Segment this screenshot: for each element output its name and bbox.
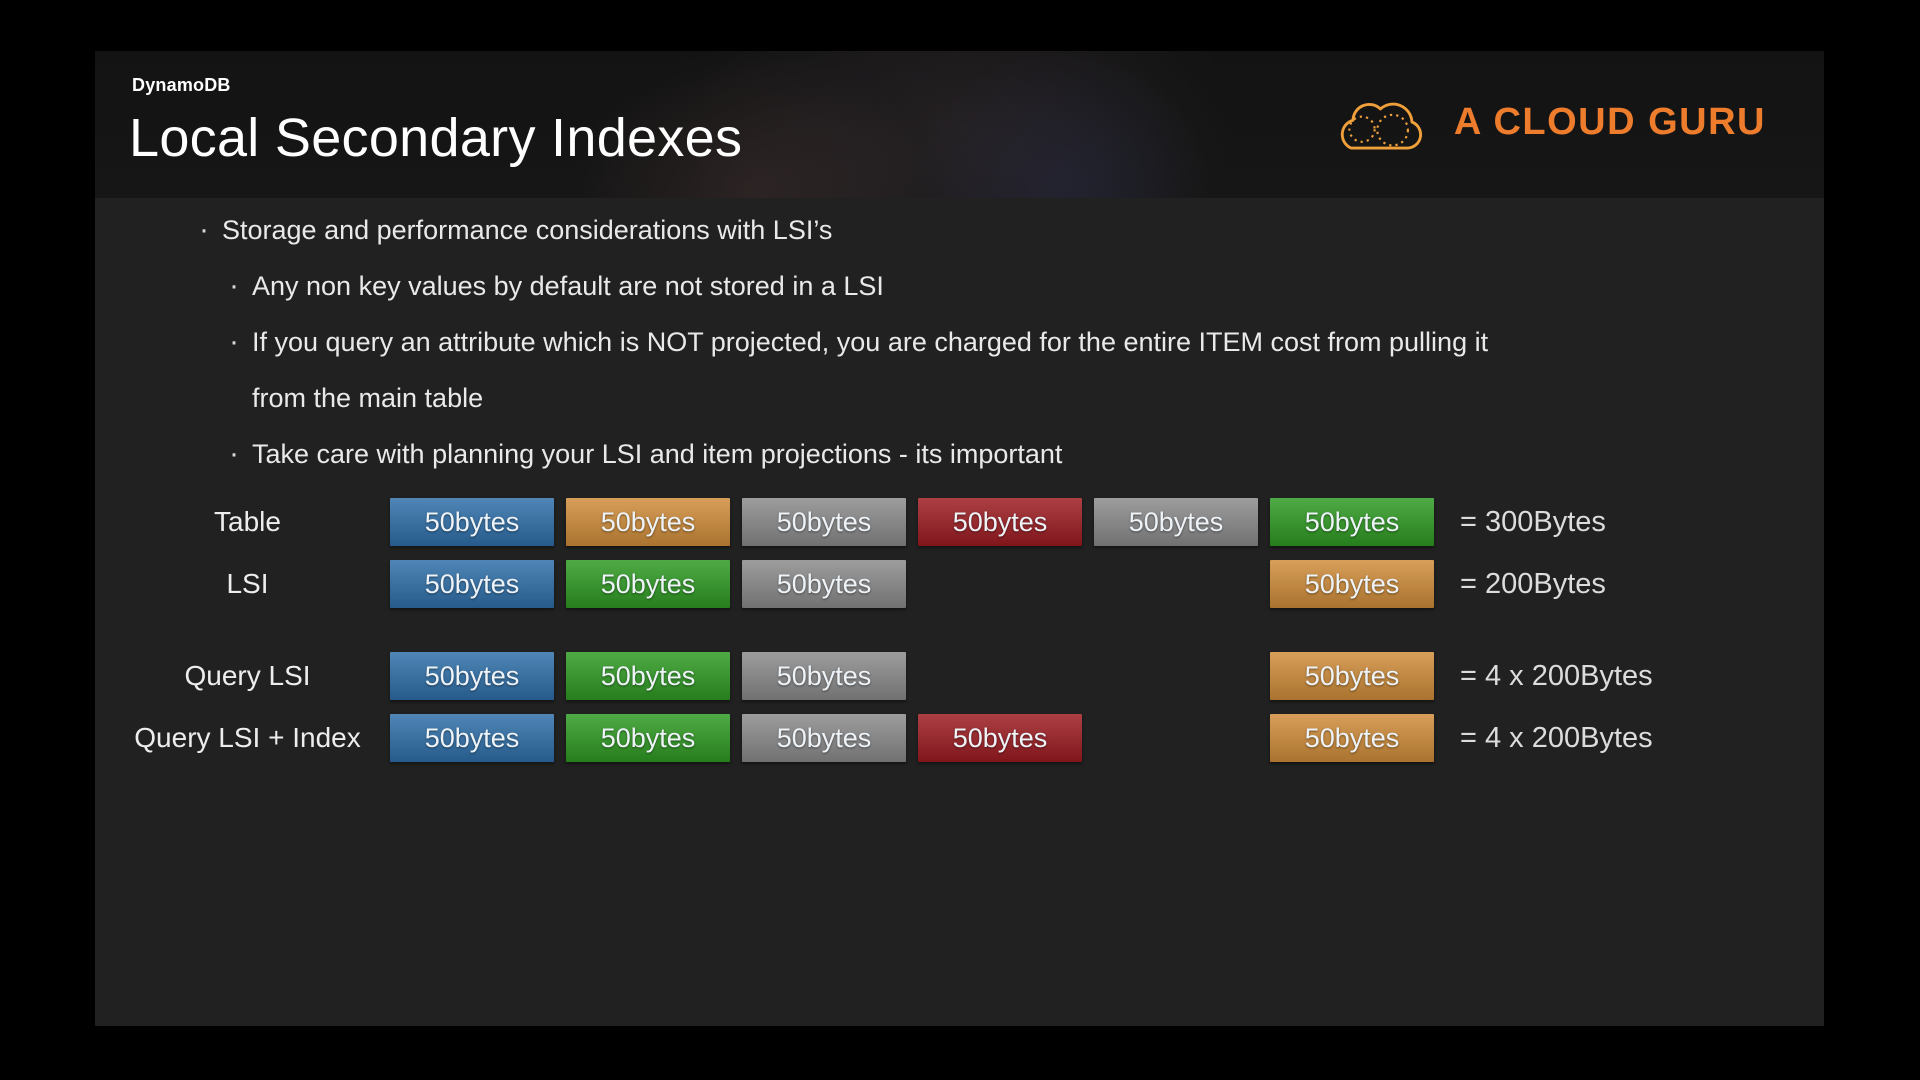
bullet-dot: · <box>229 437 239 470</box>
byte-block-orange: 50bytes <box>1270 652 1434 700</box>
byte-block-gray: 50bytes <box>742 560 906 608</box>
bullet-text: If you query an attribute which is NOT p… <box>252 327 1489 357</box>
byte-block-green: 50bytes <box>566 560 730 608</box>
byte-block-blue: 50bytes <box>390 498 554 546</box>
bullet-text: Any non key values by default are not st… <box>252 271 884 301</box>
bullet-dot: · <box>199 213 209 246</box>
bullet-text: from the main table <box>252 383 484 413</box>
bullet-item: · Any non key values by default are not s… <box>95 258 1824 314</box>
byte-block-blue: 50bytes <box>390 652 554 700</box>
diagram-row: LSI 50bytes 50bytes 50bytes 50bytes = 200Byte… <box>95 560 1824 608</box>
byte-block-green: 50bytes <box>1270 498 1434 546</box>
row-label: Query LSI <box>184 660 311 691</box>
byte-block-red: 50bytes <box>918 714 1082 762</box>
diagram-row: Query LSI + Index 50bytes 50bytes 50bytes 50… <box>95 714 1824 762</box>
row-label: Query LSI + Index <box>134 722 361 753</box>
byte-block-blue: 50bytes <box>390 714 554 762</box>
row-label: Table <box>214 506 281 537</box>
row-total: = 200Bytes <box>1460 567 1606 600</box>
bullet-dot: · <box>229 269 239 302</box>
byte-block-blue: 50bytes <box>390 560 554 608</box>
page-title: Local Secondary Indexes <box>129 108 743 168</box>
course-kicker: DynamoDB <box>132 75 231 95</box>
acg-logo: A CLOUD GURU <box>1326 85 1766 159</box>
row-cells: 50bytes 50bytes 50bytes 50bytes 50bytes <box>390 714 1434 762</box>
byte-block-green: 50bytes <box>566 652 730 700</box>
storage-diagram: Table 50bytes 50bytes 50bytes 50bytes 50bytes… <box>95 498 1824 776</box>
row-total: = 4 x 200Bytes <box>1460 721 1653 754</box>
diagram-row: Table 50bytes 50bytes 50bytes 50bytes 50bytes… <box>95 498 1824 546</box>
bullet-continuation: from the main table <box>95 370 1824 426</box>
diagram-row: Query LSI 50bytes 50bytes 50bytes 50bytes = 4… <box>95 652 1824 700</box>
row-cells: 50bytes 50bytes 50bytes 50bytes <box>390 560 1434 608</box>
byte-block-orange: 50bytes <box>1270 714 1434 762</box>
bullet-item: · Storage and performance considerations … <box>95 202 1824 258</box>
byte-block-red: 50bytes <box>918 498 1082 546</box>
byte-block-green: 50bytes <box>566 714 730 762</box>
bullet-list: · Storage and performance considerations … <box>95 202 1824 482</box>
bullet-text: Storage and performance considerations w… <box>222 215 833 245</box>
cloud-icon <box>1340 102 1422 150</box>
bullet-dot: · <box>229 325 239 358</box>
row-label: LSI <box>226 568 269 599</box>
bullet-item: · If you query an attribute which is NOT … <box>95 314 1824 370</box>
byte-block-gray: 50bytes <box>1094 498 1258 546</box>
slide-header: DynamoDB Local Secondary Indexes A CLOUD… <box>95 51 1824 198</box>
byte-block-gray: 50bytes <box>742 714 906 762</box>
byte-block-gray: 50bytes <box>742 652 906 700</box>
bullet-text: Take care with planning your LSI and ite… <box>252 439 1063 469</box>
byte-block-orange: 50bytes <box>566 498 730 546</box>
row-total: = 4 x 200Bytes <box>1460 659 1653 692</box>
row-cells: 50bytes 50bytes 50bytes 50bytes <box>390 652 1434 700</box>
bullet-item: · Take care with planning your LSI and it… <box>95 426 1824 482</box>
row-total: = 300Bytes <box>1460 505 1606 538</box>
slide: DynamoDB Local Secondary Indexes A CLOUD… <box>95 51 1824 1026</box>
byte-block-orange: 50bytes <box>1270 560 1434 608</box>
row-cells: 50bytes 50bytes 50bytes 50bytes 50bytes 50byt… <box>390 498 1434 546</box>
logo-text: A CLOUD GURU <box>1453 100 1766 143</box>
byte-block-gray: 50bytes <box>742 498 906 546</box>
